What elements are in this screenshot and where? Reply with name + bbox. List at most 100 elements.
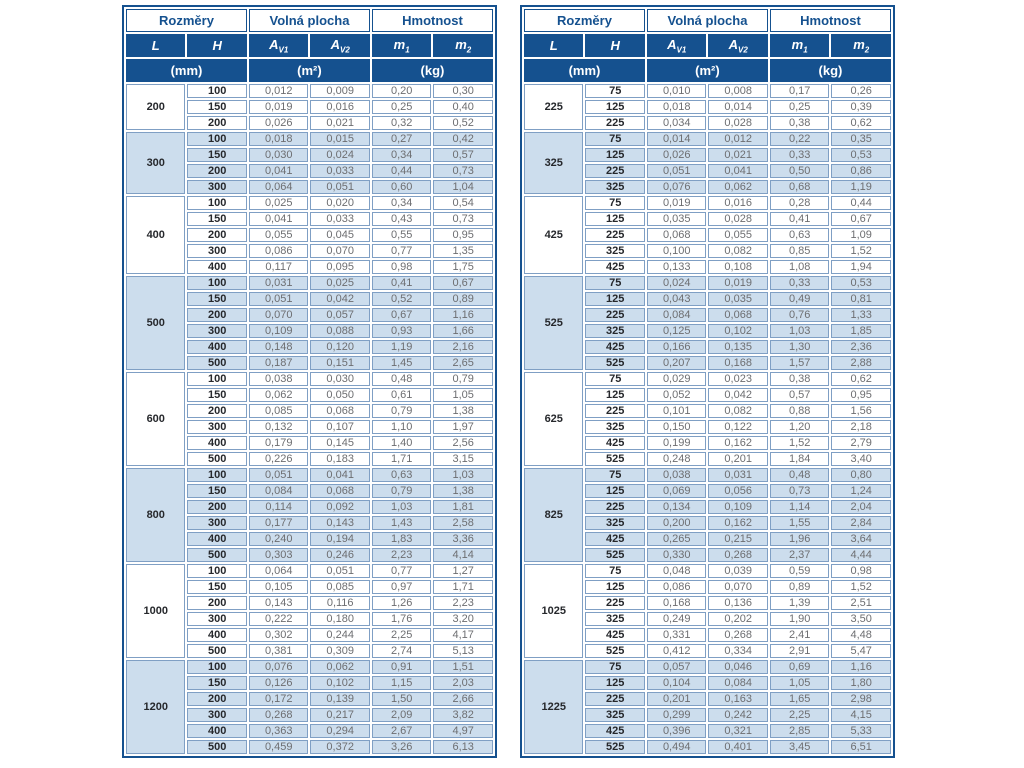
header-rozmery: Rozměry — [524, 9, 645, 32]
h-value-cell: 300 — [187, 612, 247, 626]
h-value-cell: 100 — [187, 132, 247, 146]
av1-cell: 0,084 — [248, 484, 309, 498]
m1-cell: 1,08 — [769, 260, 830, 274]
h-value-cell: 425 — [585, 340, 645, 354]
table-row: 225 75 0,010 0,008 0,17 0,26 — [524, 84, 891, 130]
l-value-cell: 1025 — [524, 564, 584, 658]
av2-cell: 0,055 — [708, 228, 768, 242]
table-row: 200 0,172 0,139 1,50 2,66 — [126, 692, 493, 706]
av1-cell: 0,201 — [646, 692, 707, 706]
table-row: 125 0,043 0,035 0,49 0,81 — [524, 292, 891, 306]
m1-cell: 1,14 — [769, 500, 830, 514]
h-value-cell: 200 — [187, 596, 247, 610]
av1-cell: 0,051 — [248, 292, 309, 306]
h-value-cell: 225 — [585, 116, 645, 130]
av2-cell: 0,202 — [708, 612, 768, 626]
table-row: 125 0,052 0,042 0,57 0,95 — [524, 388, 891, 402]
m1-cell: 2,09 — [371, 708, 432, 722]
m2-cell: 0,80 — [831, 468, 891, 482]
h-value-cell: 75 — [585, 372, 645, 386]
av2-cell: 0,168 — [708, 356, 768, 370]
m1-cell: 2,25 — [371, 628, 432, 642]
h-value-cell: 150 — [187, 148, 247, 162]
l-value-cell: 325 — [524, 132, 584, 194]
m2-cell: 4,48 — [831, 628, 891, 642]
av2-cell: 0,019 — [708, 276, 768, 290]
m2-cell: 1,19 — [831, 180, 891, 194]
header-hmotnost: Hmotnost — [371, 9, 493, 32]
table-row: 125 0,018 0,014 0,25 0,39 — [524, 100, 891, 114]
m1-cell: 2,91 — [769, 644, 830, 658]
av1-cell: 0,038 — [248, 372, 309, 386]
m1-cell: 0,57 — [769, 388, 830, 402]
unit-m2: (m²) — [646, 59, 768, 82]
av1-cell: 0,019 — [248, 100, 309, 114]
header-m2: m2 — [831, 34, 891, 57]
h-value-cell: 300 — [187, 708, 247, 722]
m2-cell: 0,35 — [831, 132, 891, 146]
av1-cell: 0,070 — [248, 308, 309, 322]
h-value-cell: 75 — [585, 660, 645, 674]
m2-cell: 0,39 — [831, 100, 891, 114]
av1-cell: 0,041 — [248, 164, 309, 178]
m2-cell: 1,38 — [433, 404, 493, 418]
h-value-cell: 325 — [585, 612, 645, 626]
av1-cell: 0,012 — [248, 84, 309, 98]
table-row: 400 0,363 0,294 2,67 4,97 — [126, 724, 493, 738]
unit-mm: (mm) — [524, 59, 645, 82]
h-value-cell: 125 — [585, 100, 645, 114]
av2-cell: 0,016 — [310, 100, 370, 114]
table-row: 525 0,330 0,268 2,37 4,44 — [524, 548, 891, 562]
m1-cell: 1,55 — [769, 516, 830, 530]
m2-cell: 5,13 — [433, 644, 493, 658]
m1-cell: 0,85 — [769, 244, 830, 258]
av2-cell: 0,268 — [708, 548, 768, 562]
m1-cell: 1,05 — [769, 676, 830, 690]
m2-cell: 3,64 — [831, 532, 891, 546]
table-row: 500 0,187 0,151 1,45 2,65 — [126, 356, 493, 370]
m2-cell: 0,67 — [433, 276, 493, 290]
av2-cell: 0,068 — [310, 484, 370, 498]
av1-cell: 0,134 — [646, 500, 707, 514]
av2-cell: 0,020 — [310, 196, 370, 210]
av1-cell: 0,064 — [248, 564, 309, 578]
m1-cell: 0,34 — [371, 196, 432, 210]
m1-cell: 0,33 — [769, 148, 830, 162]
m1-cell: 0,50 — [769, 164, 830, 178]
h-value-cell: 200 — [187, 500, 247, 514]
table-row: 225 0,101 0,082 0,88 1,56 — [524, 404, 891, 418]
m1-cell: 0,73 — [769, 484, 830, 498]
av1-cell: 0,240 — [248, 532, 309, 546]
table-row: 200 0,041 0,033 0,44 0,73 — [126, 164, 493, 178]
h-value-cell: 75 — [585, 132, 645, 146]
m2-cell: 6,51 — [831, 740, 891, 754]
av1-cell: 0,043 — [646, 292, 707, 306]
m1-cell: 1,83 — [371, 532, 432, 546]
m1-cell: 0,22 — [769, 132, 830, 146]
av2-cell: 0,116 — [310, 596, 370, 610]
header-av2: AV2 — [310, 34, 370, 57]
m2-cell: 2,98 — [831, 692, 891, 706]
m2-cell: 4,97 — [433, 724, 493, 738]
h-value-cell: 225 — [585, 500, 645, 514]
av1-cell: 0,222 — [248, 612, 309, 626]
h-value-cell: 100 — [187, 372, 247, 386]
header-rozmery: Rozměry — [126, 9, 247, 32]
table-row: 500 0,381 0,309 2,74 5,13 — [126, 644, 493, 658]
h-value-cell: 75 — [585, 276, 645, 290]
h-value-cell: 150 — [187, 484, 247, 498]
table-row: 325 0,076 0,062 0,68 1,19 — [524, 180, 891, 194]
m2-cell: 2,65 — [433, 356, 493, 370]
m2-cell: 0,73 — [433, 164, 493, 178]
header-symbol-row: L H AV1 AV2 m1 m2 — [524, 34, 891, 57]
m1-cell: 3,45 — [769, 740, 830, 754]
av2-cell: 0,012 — [708, 132, 768, 146]
header-group-row: Rozměry Volná plocha Hmotnost — [126, 9, 493, 32]
av1-cell: 0,179 — [248, 436, 309, 450]
l-value-cell: 800 — [126, 468, 186, 562]
table-row: 525 0,494 0,401 3,45 6,51 — [524, 740, 891, 754]
dimensions-table-right: Rozměry Volná plocha Hmotnost L H AV1 AV… — [520, 5, 895, 758]
m2-cell: 1,56 — [831, 404, 891, 418]
av1-cell: 0,150 — [646, 420, 707, 434]
